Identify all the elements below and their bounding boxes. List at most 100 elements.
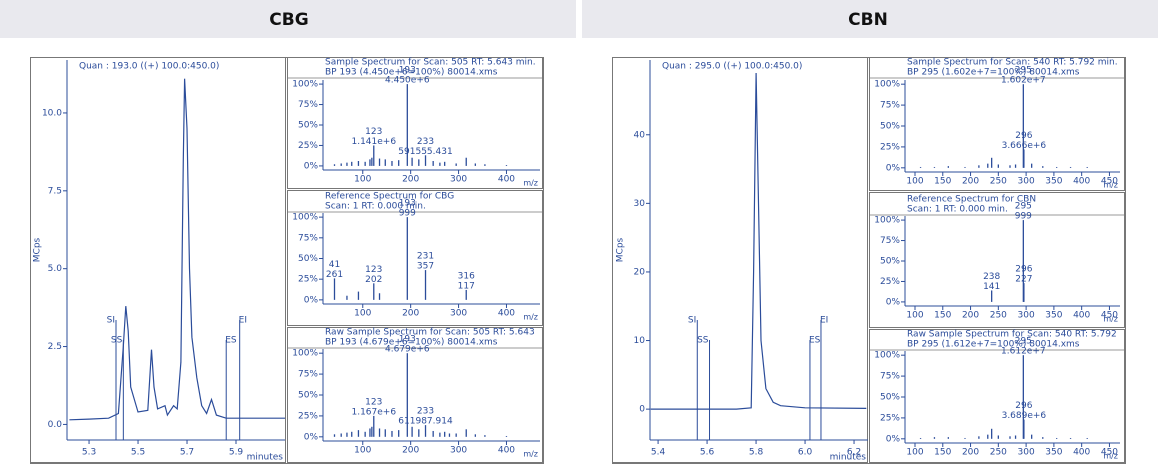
x-tick-label: 200 [962,311,979,321]
peak-label: 295 [1015,66,1032,76]
x-tick-label: 5.6 [700,448,715,458]
x-tick-label: 400 [1073,448,1090,458]
peak-label: 123 [365,127,382,137]
chart-title: Sample Spectrum for Scan: 540 RT: 5.792 … [907,58,1118,68]
y-tick-label: 0% [886,297,901,307]
chart-subtitle: BP 295 (1.612e+7=100%) 80014.xms [907,340,1080,350]
y-tick-label: 50% [880,257,900,267]
header-band [0,0,576,38]
trace-line [69,78,285,421]
x-tick-label: 350 [1045,177,1062,187]
trace-line [650,72,867,410]
peak-label: 999 [1015,212,1032,222]
y-tick-label: 100% [292,213,318,223]
peak-label: 41 [329,260,340,270]
peak-label: 202 [365,275,382,285]
x-axis-label: m/z [523,313,538,322]
peak-label: 193 [399,66,416,76]
marker-label: SI [688,316,696,326]
peak-label: 123 [365,265,382,275]
peak-label: 296 [1015,401,1032,411]
y-tick-label: 75% [880,236,900,246]
x-tick-label: 400 [498,446,515,456]
chart-subtitle: Scan: 1 RT: 0.000 min. [325,202,426,212]
marker-label: SS [111,336,123,346]
chart-subtitle: BP 193 (4.679e+6=100%) 80014.xms [325,338,498,348]
peak-label: 296 [1015,265,1032,275]
x-tick-label: 200 [402,175,419,185]
peak-label: 611987.914 [398,417,453,427]
chart-title: Reference Spectrum for CBG [325,192,454,202]
y-tick-label: 25% [298,141,318,151]
y-tick-label: 50% [298,121,318,131]
peak-label: 1.612e+7 [1001,347,1046,357]
y-tick-label: 50% [298,254,318,264]
chart-frame [869,57,1125,191]
x-tick-label: 250 [990,177,1007,187]
chart-title: Reference Spectrum for CBN [907,195,1036,205]
peak-label: 123 [365,397,382,407]
peak-label: 261 [326,270,343,280]
x-tick-label: 150 [934,311,951,321]
x-tick-label: 5.8 [749,448,764,458]
chart-frame [287,190,543,326]
peak-label: 357 [417,262,434,272]
y-tick-label: 0% [886,434,901,444]
x-tick-label: 300 [1018,448,1035,458]
marker-label: SI [107,316,115,326]
peak-label: 231 [417,252,434,262]
y-tick-label: 100% [874,80,900,90]
marker-label: EI [820,316,828,326]
x-tick-label: 400 [1073,311,1090,321]
x-tick-label: 5.5 [131,448,145,458]
x-tick-label: 100 [906,177,923,187]
y-tick-label: 25% [298,275,318,285]
x-tick-label: 400 [498,175,515,185]
x-tick-label: 6.0 [798,448,813,458]
x-tick-label: 200 [402,309,419,319]
y-tick-label: 50% [880,122,900,132]
marker-label: EI [239,316,247,326]
y-axis-label: MCps [616,237,626,262]
peak-label: 3.666e+6 [1002,141,1047,151]
peak-label: 4.679e+6 [385,345,430,355]
y-tick-label: 75% [880,101,900,111]
peak-label: 296 [1015,131,1032,141]
peak-label: 1.141e+6 [351,137,396,147]
marker-label: ES [225,336,237,346]
y-tick-label: 10 [634,336,646,346]
x-tick-label: 100 [906,311,923,321]
y-tick-label: 100% [292,349,318,359]
y-tick-label: 7.5 [48,186,62,196]
x-tick-label: 300 [450,446,467,456]
chart-title: Sample Spectrum for Scan: 505 RT: 5.643 … [325,58,536,68]
x-tick-label: 100 [906,448,923,458]
chart-frame [287,327,543,463]
peak-label: 999 [399,209,416,219]
x-axis-label: m/z [1103,452,1118,461]
y-tick-label: 0.0 [48,420,63,430]
y-tick-label: 25% [880,413,900,423]
x-tick-label: 300 [450,175,467,185]
x-tick-label: 150 [934,177,951,187]
marker-label: SS [697,336,709,346]
y-tick-label: 100% [292,80,318,90]
y-tick-label: 0% [304,161,319,171]
y-tick-label: 0% [304,295,319,305]
y-tick-label: 0% [886,163,901,173]
chart-title: Quan : 193.0 ((+) 100.0:450.0) [79,62,219,72]
y-tick-label: 2.5 [48,342,62,352]
peak-label: 1.167e+6 [351,407,396,417]
peak-label: 295 [1015,202,1032,212]
peak-label: 233 [417,137,434,147]
peak-label: 4.450e+6 [385,76,430,86]
x-axis-label: m/z [523,179,538,188]
chart-frame [287,57,543,189]
y-tick-label: 75% [298,233,318,243]
x-tick-label: 5.3 [82,448,96,458]
chart-frame [869,329,1125,463]
chart-frame [612,57,868,463]
x-axis-label: minutes [247,453,284,463]
x-axis-label: m/z [523,450,538,459]
